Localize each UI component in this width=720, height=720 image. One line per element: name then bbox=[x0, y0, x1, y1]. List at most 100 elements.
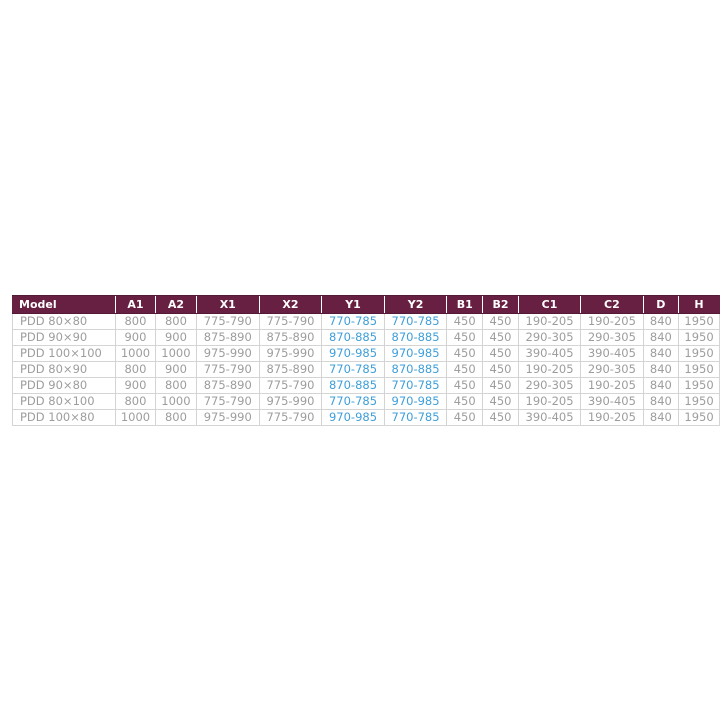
cell-x1: 775-790 bbox=[195, 361, 260, 378]
cell-c2: 290-305 bbox=[580, 361, 644, 378]
column-header-a1: A1 bbox=[114, 295, 156, 314]
cell-x1: 875-890 bbox=[195, 377, 260, 394]
column-header-h: H bbox=[678, 295, 720, 314]
cell-x2: 775-790 bbox=[258, 377, 323, 394]
cell-b2: 450 bbox=[482, 361, 519, 378]
cell-model: PDD 80×80 bbox=[12, 313, 116, 330]
cell-a1: 900 bbox=[114, 329, 157, 346]
column-header-b1: B1 bbox=[446, 295, 483, 314]
cell-y1: 970-985 bbox=[321, 409, 385, 426]
cell-c1: 390-405 bbox=[517, 345, 582, 362]
cell-y2: 870-885 bbox=[383, 329, 448, 346]
cell-y2: 970-985 bbox=[383, 393, 448, 410]
cell-a1: 800 bbox=[114, 313, 157, 330]
cell-b1: 450 bbox=[446, 409, 484, 426]
cell-a2: 800 bbox=[155, 377, 197, 394]
cell-a2: 800 bbox=[155, 409, 197, 426]
cell-c2: 190-205 bbox=[580, 313, 644, 330]
cell-d: 840 bbox=[642, 345, 680, 362]
table-row: PDD 100×100 1000 1000 975-990 975-990 970-985… bbox=[12, 345, 720, 362]
cell-b2: 450 bbox=[482, 377, 519, 394]
column-header-d: D bbox=[642, 295, 679, 314]
table-row: PDD 90×80 900 800 875-890 775-790 870-885 770-… bbox=[12, 377, 720, 394]
cell-a2: 1000 bbox=[155, 345, 197, 362]
cell-x1: 775-790 bbox=[195, 393, 260, 410]
spec-table-body: PDD 80×80 800 800 775-790 775-790 770-785 770-… bbox=[12, 313, 720, 426]
cell-c1: 190-205 bbox=[517, 313, 582, 330]
cell-x2: 875-890 bbox=[258, 361, 323, 378]
product-spec-table: Model A1 A2 X1 X2 Y1 Y2 B1 B2 C1 C2 D H PDD 80×80 800… bbox=[12, 295, 720, 426]
cell-h: 1950 bbox=[678, 377, 720, 394]
column-header-b2: B2 bbox=[482, 295, 519, 314]
table-row: PDD 80×80 800 800 775-790 775-790 770-785 770-… bbox=[12, 313, 720, 330]
cell-c2: 290-305 bbox=[580, 329, 644, 346]
cell-x1: 975-990 bbox=[195, 345, 260, 362]
cell-d: 840 bbox=[642, 361, 680, 378]
cell-d: 840 bbox=[642, 329, 680, 346]
cell-y2: 770-785 bbox=[383, 409, 448, 426]
cell-b2: 450 bbox=[482, 313, 519, 330]
cell-a1: 900 bbox=[114, 377, 157, 394]
cell-h: 1950 bbox=[678, 345, 720, 362]
cell-d: 840 bbox=[642, 377, 680, 394]
cell-x1: 775-790 bbox=[195, 313, 260, 330]
cell-model: PDD 90×90 bbox=[12, 329, 116, 346]
table-row: PDD 90×90 900 900 875-890 875-890 870-885 870-… bbox=[12, 329, 720, 346]
cell-model: PDD 80×90 bbox=[12, 361, 116, 378]
column-header-x2: X2 bbox=[258, 295, 322, 314]
cell-c1: 190-205 bbox=[517, 393, 582, 410]
cell-c2: 390-405 bbox=[580, 393, 644, 410]
cell-b1: 450 bbox=[446, 361, 484, 378]
cell-c1: 290-305 bbox=[517, 377, 582, 394]
cell-h: 1950 bbox=[678, 393, 720, 410]
cell-d: 840 bbox=[642, 393, 680, 410]
cell-y1: 770-785 bbox=[321, 361, 385, 378]
cell-y1: 770-785 bbox=[321, 393, 385, 410]
cell-model: PDD 100×80 bbox=[12, 409, 116, 426]
header-row: Model A1 A2 X1 X2 Y1 Y2 B1 B2 C1 C2 D H bbox=[12, 295, 720, 314]
cell-c2: 390-405 bbox=[580, 345, 644, 362]
cell-b2: 450 bbox=[482, 393, 519, 410]
cell-b1: 450 bbox=[446, 377, 484, 394]
table-row: PDD 80×100 800 1000 775-790 975-990 770-785 97… bbox=[12, 393, 720, 410]
cell-a2: 900 bbox=[155, 361, 197, 378]
cell-y1: 870-885 bbox=[321, 329, 385, 346]
cell-y2: 870-885 bbox=[383, 361, 448, 378]
cell-y2: 770-785 bbox=[383, 313, 448, 330]
cell-c1: 390-405 bbox=[517, 409, 582, 426]
cell-model: PDD 90×80 bbox=[12, 377, 116, 394]
cell-h: 1950 bbox=[678, 329, 720, 346]
cell-c1: 290-305 bbox=[517, 329, 582, 346]
cell-b1: 450 bbox=[446, 345, 484, 362]
cell-x2: 975-990 bbox=[258, 393, 323, 410]
cell-model: PDD 80×100 bbox=[12, 393, 116, 410]
column-header-a2: A2 bbox=[155, 295, 197, 314]
cell-b2: 450 bbox=[482, 409, 519, 426]
cell-b2: 450 bbox=[482, 329, 519, 346]
cell-d: 840 bbox=[642, 313, 680, 330]
cell-c2: 190-205 bbox=[580, 409, 644, 426]
column-header-model: Model bbox=[12, 295, 116, 314]
cell-y1: 970-985 bbox=[321, 345, 385, 362]
cell-a2: 900 bbox=[155, 329, 197, 346]
cell-x2: 875-890 bbox=[258, 329, 323, 346]
cell-x2: 975-990 bbox=[258, 345, 323, 362]
cell-b1: 450 bbox=[446, 329, 484, 346]
column-header-x1: X1 bbox=[195, 295, 260, 314]
cell-x1: 875-890 bbox=[195, 329, 260, 346]
cell-a1: 1000 bbox=[114, 345, 157, 362]
column-header-y2: Y2 bbox=[383, 295, 447, 314]
cell-y2: 970-985 bbox=[383, 345, 448, 362]
column-header-y1: Y1 bbox=[321, 295, 385, 314]
cell-a1: 800 bbox=[114, 361, 157, 378]
column-header-c2: C2 bbox=[580, 295, 644, 314]
table-row: PDD 100×80 1000 800 975-990 775-790 970-985 77… bbox=[12, 409, 720, 426]
column-header-c1: C1 bbox=[517, 295, 581, 314]
spec-table-header: Model A1 A2 X1 X2 Y1 Y2 B1 B2 C1 C2 D H bbox=[12, 295, 720, 314]
cell-y2: 770-785 bbox=[383, 377, 448, 394]
cell-x2: 775-790 bbox=[258, 313, 323, 330]
cell-c2: 190-205 bbox=[580, 377, 644, 394]
cell-y1: 870-885 bbox=[321, 377, 385, 394]
cell-b1: 450 bbox=[446, 313, 484, 330]
cell-y1: 770-785 bbox=[321, 313, 385, 330]
